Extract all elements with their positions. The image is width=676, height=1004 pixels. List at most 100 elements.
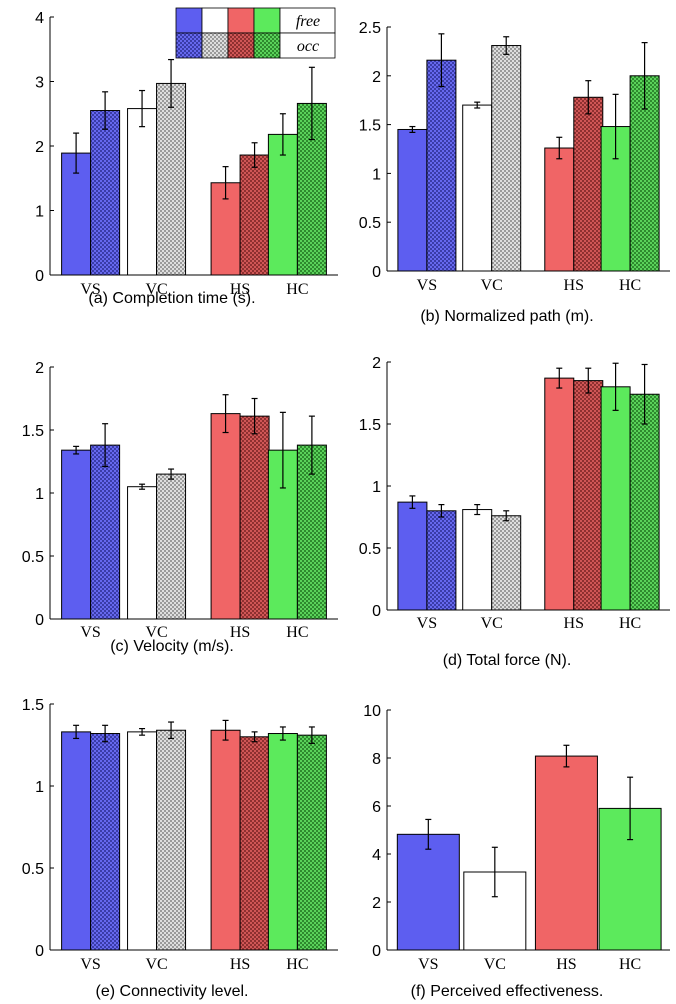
x-tick-label-hc: HC <box>619 956 641 973</box>
y-tick-label: 1 <box>35 779 44 796</box>
bar-vc-free <box>127 731 158 951</box>
y-tick-label: 0.5 <box>359 215 381 232</box>
y-tick-label: 1 <box>35 486 44 503</box>
bar-vs-free <box>61 731 92 951</box>
x-tick-label-hc: HC <box>286 956 308 973</box>
x-tick-label-hs: HS <box>230 281 250 298</box>
bar-hs-free <box>210 413 241 620</box>
bar-vs-occ <box>426 510 457 611</box>
y-tick-label: 0.5 <box>359 541 381 558</box>
x-tick-label-hs: HS <box>564 277 584 294</box>
total-force-chart: 0 0.5 1 1.5 2 VS VC HS HC <box>359 355 670 632</box>
x-tick-label-hs: HS <box>230 624 250 641</box>
bar-vs-occ <box>90 444 121 620</box>
caption-c: (c) Velocity (m/s). <box>110 638 234 655</box>
x-tick-label-hc: HC <box>619 615 641 632</box>
bar-vc-occ <box>491 45 522 272</box>
bar-vc-free <box>462 509 493 611</box>
panel-f: 0 2 4 6 8 10 VS VC HS HC (f) Perceived effectiven… <box>363 703 670 1000</box>
bar-hs <box>534 755 598 951</box>
bar-hc-occ <box>629 393 660 611</box>
x-tick-label-vs: VS <box>418 956 438 973</box>
velocity-chart: 0 0.5 1 1.5 2 VS VC HS HC <box>22 360 338 641</box>
y-tick-label: 10 <box>363 703 381 720</box>
x-tick-label-hs: HS <box>230 956 250 973</box>
x-tick-label-vc: VC <box>145 624 167 641</box>
y-tick-label: 0.5 <box>22 549 44 566</box>
y-tick-label: 4 <box>372 847 381 864</box>
bar-vc-occ <box>156 82 187 276</box>
y-tick-label: 0 <box>35 612 44 629</box>
y-tick-label: 3 <box>35 75 44 92</box>
caption-b: (b) Normalized path (m). <box>420 308 593 325</box>
caption-d: (d) Total force (N). <box>443 652 572 669</box>
bar-vs-occ <box>90 733 121 951</box>
y-tick-label: 1.5 <box>359 417 381 434</box>
y-tick-label: 1 <box>372 166 381 183</box>
legend-swatch-vc-occ <box>201 32 229 59</box>
bar-hc-free <box>267 133 298 276</box>
caption-f: (f) Perceived effectiveness. <box>411 983 604 1000</box>
y-tick-label: 0 <box>35 268 44 285</box>
bar-hs-occ <box>239 415 270 620</box>
legend-swatch-vs-free <box>175 7 203 34</box>
y-tick-label: 4 <box>35 10 44 27</box>
y-tick-label: 1 <box>372 479 381 496</box>
y-tick-label: 2.5 <box>359 20 381 37</box>
bar-hs-occ <box>239 154 270 276</box>
panel-e: 0 0.5 1 1.5 VS VC HS HC (e) Connectivity level. <box>22 697 338 1000</box>
y-tick-label: 0 <box>35 943 44 960</box>
caption-e: (e) Connectivity level. <box>96 983 249 1000</box>
x-tick-label-vc: VC <box>481 615 503 632</box>
normalized-path-chart: 0 0.5 1 1.5 2 2.5 VS VC HS HC <box>359 20 670 294</box>
y-tick-label: 0 <box>372 264 381 281</box>
x-tick-label-vc: VC <box>145 956 167 973</box>
x-tick-label-vs: VS <box>417 277 437 294</box>
legend-label-box-occ <box>279 32 336 59</box>
legend-swatch-vc-free <box>201 7 229 34</box>
x-tick-label-vc: VC <box>145 281 167 298</box>
x-tick-label-hc: HC <box>286 281 308 298</box>
y-tick-label: 0 <box>372 943 381 960</box>
legend-label-free: free <box>296 13 320 30</box>
bar-vc-occ <box>156 473 187 620</box>
y-tick-label: 2 <box>372 69 381 86</box>
panel-a: 0 1 2 3 4 VS VC HS HC (a) Completion time (s). f… <box>35 7 338 307</box>
bar-vc-free <box>127 108 158 276</box>
connectivity-level-chart: 0 0.5 1 1.5 VS VC HS HC <box>22 697 338 973</box>
y-tick-label: 2 <box>372 895 381 912</box>
y-tick-label: 8 <box>372 751 381 768</box>
y-tick-label: 0.5 <box>22 861 44 878</box>
y-tick-label: 1.5 <box>22 697 44 714</box>
x-tick-label-vc: VC <box>484 956 506 973</box>
x-tick-label-vs: VS <box>80 624 100 641</box>
bar-vs-free <box>61 449 92 620</box>
x-tick-label-hc: HC <box>619 277 641 294</box>
bar-vs-occ <box>90 110 121 276</box>
bar-hs-occ <box>573 380 604 611</box>
bar-hs-free <box>544 377 575 611</box>
legend-label-occ: occ <box>297 38 319 55</box>
bar-vs-free <box>397 128 428 272</box>
panel-b: 0 0.5 1 1.5 2 2.5 VS VC HS HC (b) Normalized path… <box>359 20 670 325</box>
x-tick-label-vs: VS <box>80 956 100 973</box>
legend-swatch-hc-free <box>253 7 281 34</box>
bar-vc-free <box>462 104 493 272</box>
bar-vs-occ <box>426 59 457 272</box>
x-tick-label-hs: HS <box>556 956 576 973</box>
legend-swatch-hs-occ <box>227 32 255 59</box>
bar-hc-occ <box>296 734 327 951</box>
legend-label-box-free <box>279 7 336 34</box>
y-tick-label: 1.5 <box>22 423 44 440</box>
bar-hc-free <box>267 733 298 951</box>
x-tick-label-vc: VC <box>481 277 503 294</box>
x-tick-label-vs: VS <box>80 281 100 298</box>
bar-hs-free <box>544 147 575 272</box>
bar-hs-occ <box>573 96 604 272</box>
legend-swatch-hc-occ <box>253 32 281 59</box>
y-tick-label: 6 <box>372 799 381 816</box>
y-tick-label: 2 <box>35 360 44 377</box>
legend-swatch-vs-occ <box>175 32 203 59</box>
y-tick-label: 0 <box>372 603 381 620</box>
